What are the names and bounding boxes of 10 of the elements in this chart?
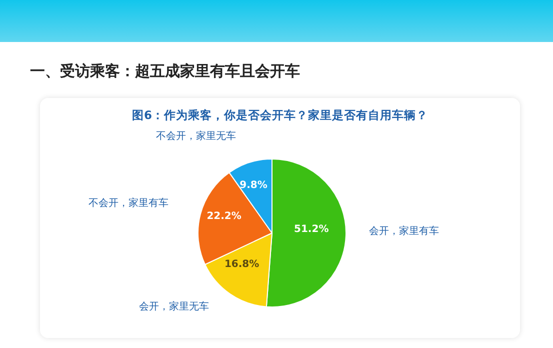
data-label: 9.8%	[240, 180, 268, 192]
chart-subtitle: 图6：作为乘客，你是否会开车？家里是否有自用车辆？	[130, 108, 429, 123]
slice-label: 不会开，家里无车	[156, 130, 236, 142]
data-label: 16.8%	[224, 259, 260, 270]
data-label: 51.2%	[294, 224, 329, 236]
slice-label: 不会开，家里有车	[88, 197, 168, 210]
slice-label: 会开，家里有车	[368, 225, 439, 238]
data-label: 22.2%	[206, 211, 242, 222]
chart-title: 一、受访乘客：超五成家里有车且会开车	[30, 62, 300, 81]
slice-label: 会开，家里无车	[139, 300, 210, 313]
